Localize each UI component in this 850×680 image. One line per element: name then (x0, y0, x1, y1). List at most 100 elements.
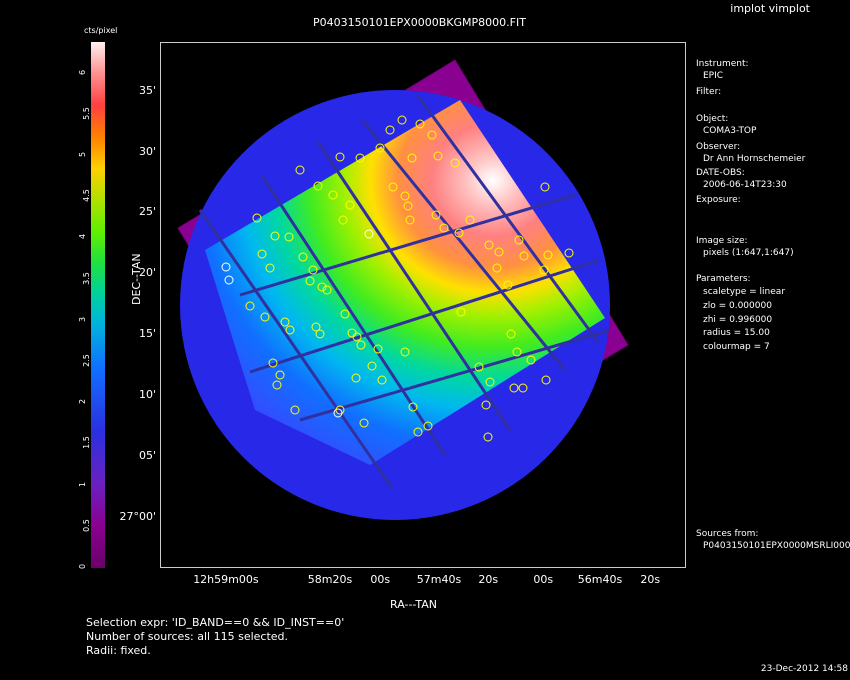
sources-value: P0403150101EPX0000MSRLI0000.F (703, 541, 850, 551)
chip-gap (360, 119, 567, 371)
dec-tick-label: 27°00' (119, 510, 156, 523)
dec-tick-label: 25' (138, 205, 156, 218)
parameters-label: Parameters: (696, 274, 751, 284)
source-circle (315, 329, 325, 339)
source-circle (492, 263, 502, 273)
source-circle (518, 383, 528, 393)
plot-title: P0403150101EPX0000BKGMP8000.FIT (313, 16, 526, 29)
object-label: Object: (696, 114, 729, 124)
chip-gap (260, 175, 447, 456)
source-circle (474, 362, 484, 372)
source-circle (388, 182, 398, 192)
source-circle (257, 249, 267, 259)
param-zhi: zhi = 0.996000 (703, 315, 773, 325)
source-circle (456, 307, 466, 317)
dec-tick-label: 20' (138, 266, 156, 279)
source-circle (295, 165, 305, 175)
selection-expr: Selection expr: 'ID_BAND==0 && ID_INST==… (86, 616, 345, 629)
param-zlo: zlo = 0.000000 (703, 301, 772, 311)
source-circle (280, 317, 290, 327)
source-circle (514, 235, 524, 245)
source-circle (359, 418, 369, 428)
source-circle (541, 375, 551, 385)
source-circle (367, 361, 377, 371)
dec-tick-label: 15' (138, 327, 156, 340)
colorbar-label: cts/pixel (84, 26, 118, 35)
source-circle (431, 210, 441, 220)
number-of-sources: Number of sources: all 115 selected. (86, 630, 289, 643)
source-circle (298, 252, 308, 262)
dec-tick-label: 10' (138, 388, 156, 401)
source-circle (221, 262, 231, 272)
colorbar (91, 42, 105, 568)
source-circle (375, 143, 385, 153)
source-circle (356, 340, 366, 350)
source-circle (340, 309, 350, 319)
ra-tick-label: 12h59m00s (193, 573, 259, 586)
source-circle (355, 153, 365, 163)
dec-axis-label: DEC--TAN (130, 253, 143, 305)
radii-info: Radii: fixed. (86, 644, 151, 657)
source-circle (539, 265, 549, 275)
ra-tick-label: 00s (370, 573, 391, 586)
source-circle (260, 312, 270, 322)
source-circle (345, 200, 355, 210)
source-circle (377, 375, 387, 385)
ra-tick-label: 20s (478, 573, 499, 586)
source-circle (415, 119, 425, 129)
source-circle (311, 322, 321, 332)
plot-frame (160, 42, 686, 568)
image-size-label: Image size: (696, 236, 748, 246)
source-circle (408, 402, 418, 412)
source-circle (481, 400, 491, 410)
source-circle (450, 158, 460, 168)
chip-gap (249, 258, 601, 374)
dec-tick-label: 30' (138, 145, 156, 158)
source-circle (352, 332, 362, 342)
ra-tick-label: 58m20s (307, 573, 353, 586)
source-circle (252, 213, 262, 223)
source-circle (454, 228, 464, 238)
date-label: DATE-OBS: (696, 168, 745, 178)
ra-tick-label: 56m40s (577, 573, 623, 586)
source-circle (407, 153, 417, 163)
source-circle (308, 265, 318, 275)
source-circle (272, 380, 282, 390)
source-circle (245, 301, 255, 311)
chip-gap (299, 328, 611, 422)
chip-gap (416, 95, 600, 343)
source-circle (385, 125, 395, 135)
source-circle (564, 248, 574, 258)
source-circle (483, 432, 493, 442)
source-circle (284, 232, 294, 242)
source-circle (540, 182, 550, 192)
ra-axis-label: RA---TAN (390, 598, 437, 611)
source-circle (373, 344, 383, 354)
source-circle (317, 282, 327, 292)
filter-label: Filter: (696, 87, 722, 97)
source-circle (290, 405, 300, 415)
chip-gap (198, 209, 394, 489)
source-circle (335, 405, 345, 415)
ra-tick-label: 00s (533, 573, 554, 586)
source-circle (405, 215, 415, 225)
source-circle (519, 251, 529, 261)
sources-label: Sources from: (696, 529, 759, 539)
exposure-label: Exposure: (696, 195, 741, 205)
source-circle (338, 215, 348, 225)
source-circle (335, 152, 345, 162)
instrument-value: EPIC (703, 71, 724, 81)
param-radius: radius = 15.00 (703, 328, 770, 338)
dec-tick-label: 35' (138, 84, 156, 97)
object-value: COMA3-TOP (703, 126, 757, 136)
source-circle (265, 263, 275, 273)
ra-tick-label: 20s (640, 573, 661, 586)
source-circle (322, 285, 332, 295)
image-size-value: pixels (1:647,1:647) (703, 248, 794, 258)
source-circle (268, 358, 278, 368)
source-circle (484, 240, 494, 250)
source-circle (400, 191, 410, 201)
observer-label: Observer: (696, 142, 741, 152)
instrument-label: Instrument: (696, 59, 749, 69)
